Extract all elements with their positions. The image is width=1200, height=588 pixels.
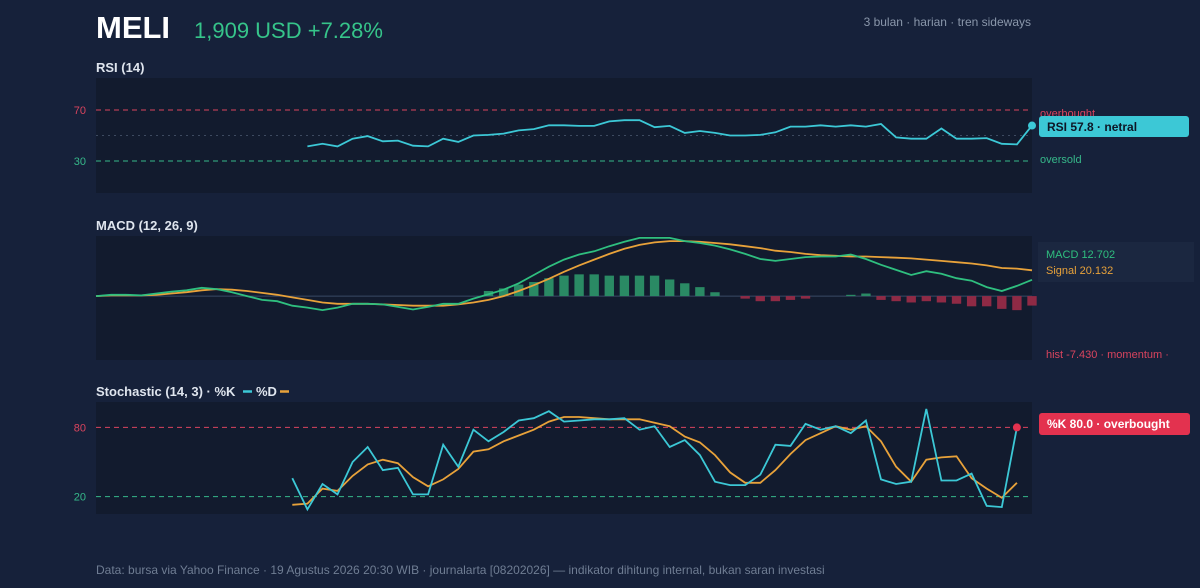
signal-line (95, 240, 1033, 307)
stoch-tick-label: 20 (74, 492, 86, 504)
macd-hist-bar (997, 296, 1007, 309)
ticker-symbol: MELI (96, 10, 170, 45)
macd-hist-bar (619, 275, 630, 297)
macd-hist-bar (634, 275, 645, 297)
stoch-title-main: Stochastic (14, 3) · %K (96, 384, 236, 399)
macd-hist-bar (921, 296, 932, 302)
macd-hist-bar (1012, 296, 1022, 311)
macd-hist-bar (755, 296, 765, 302)
stoch-layer: 80 20 (74, 408, 1032, 512)
stoch-d-legend: %D (256, 384, 277, 399)
macd-hist-bar (1027, 296, 1037, 306)
rsi-title: RSI (14) (96, 60, 144, 75)
stoch-last-point (1012, 423, 1021, 432)
rsi-layer: 70 30 (74, 105, 1036, 168)
macd-hist-bar (544, 278, 554, 297)
stoch-badge (1039, 413, 1190, 435)
macd-hist-bar (846, 294, 856, 297)
macd-hist-bar (876, 296, 886, 300)
rsi-last-point (1028, 121, 1036, 130)
macd-hist-bar (785, 296, 796, 300)
macd-hist-bar (589, 274, 599, 297)
price-change: 1,909 USD +7.28% (194, 18, 383, 43)
stoch-d-line (292, 416, 1018, 506)
macd-title: MACD (12, 26, 9) (96, 218, 198, 233)
macd-hist-bar (559, 275, 569, 297)
rsi-badge (1039, 116, 1189, 137)
macd-hist-bar (770, 296, 781, 302)
macd-hist-bar (680, 283, 690, 297)
macd-hist-bar (529, 282, 539, 297)
macd-hist-bar (891, 296, 901, 302)
chart-subtitle: 3 bulan · harian · tren sideways (864, 15, 1031, 29)
macd-hist-bar (951, 296, 962, 304)
macd-hist-bar (966, 296, 977, 307)
stoch-title: Stochastic (14, 3) · %K (96, 384, 236, 399)
rsi-tick-label: 30 (74, 156, 86, 168)
rsi-tick-label: 70 (74, 105, 86, 117)
macd-hist-label: hist -7.430 · momentum · (1046, 349, 1169, 361)
macd-hist-bar (861, 293, 871, 297)
macd-hist-bar (906, 296, 916, 303)
macd-layer (95, 237, 1037, 312)
macd-legend-box (1038, 242, 1194, 282)
rsi-badge-text: RSI 57.8 · netral (1047, 120, 1137, 134)
macd-line (95, 237, 1033, 312)
macd-hist-bar (695, 287, 705, 297)
stoch-badge-text: %K 80.0 · overbought (1047, 417, 1170, 431)
macd-hist-bar (498, 288, 509, 297)
macd-hist-bar (936, 296, 947, 303)
macd-hist-bar (710, 292, 720, 297)
rsi-line (307, 119, 1033, 148)
macd-hist-bar (574, 274, 584, 297)
macd-legend-label: MACD 12.702 (1046, 249, 1115, 261)
footer-source: Data: bursa via Yahoo Finance · 19 Agust… (96, 563, 825, 577)
macd-hist-bar (604, 275, 614, 297)
macd-hist-bar (982, 296, 992, 307)
rsi-oversold-label: oversold (1040, 154, 1082, 166)
stoch-k-line (291, 408, 1018, 512)
macd-hist-bar (664, 279, 675, 297)
signal-legend-label: Signal 20.132 (1046, 265, 1113, 277)
macd-hist-bar (649, 275, 660, 297)
stoch-tick-label: 80 (74, 422, 86, 434)
macd-hist-bar (740, 296, 750, 299)
macd-hist-bar (800, 296, 811, 299)
